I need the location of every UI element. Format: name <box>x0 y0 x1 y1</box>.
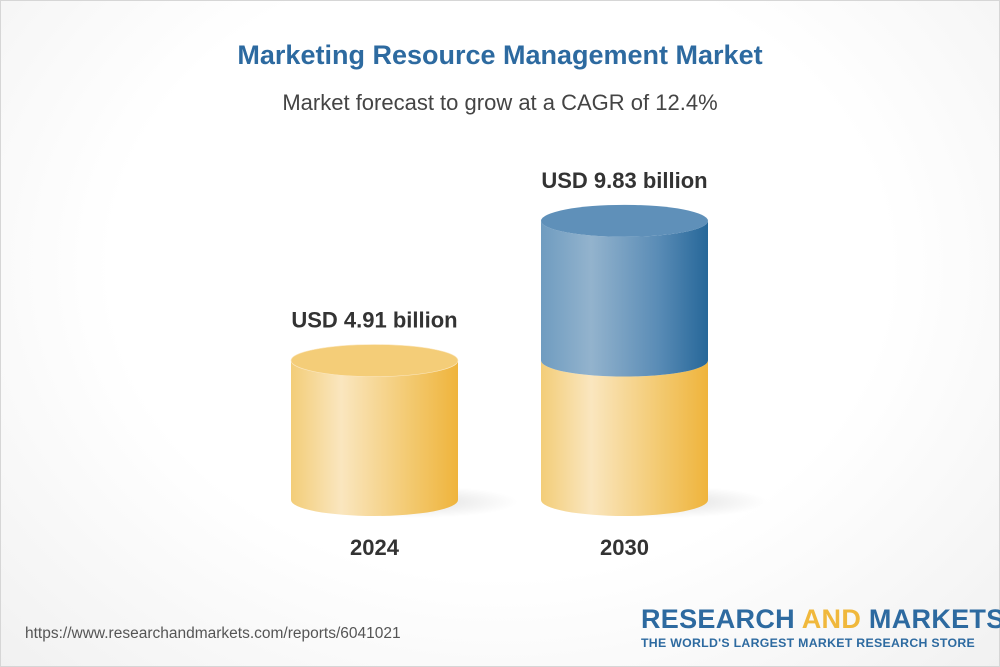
chart-subtitle: Market forecast to grow at a CAGR of 12.… <box>282 90 718 115</box>
chart-title: Marketing Resource Management Market <box>237 40 763 70</box>
cylinder-base-segment-2024 <box>291 360 459 516</box>
category-label: 2030 <box>600 535 649 560</box>
data-label: USD 4.91 billion <box>291 308 457 333</box>
cylinder-top-2030 <box>541 204 708 237</box>
cylinder-top-2024 <box>290 344 459 377</box>
report-url[interactable]: https://www.researchandmarkets.com/repor… <box>25 625 401 642</box>
cylinder-growth-segment-2030 <box>541 220 708 377</box>
cylinder-base-segment-2030 <box>541 360 708 516</box>
category-label: 2024 <box>350 535 400 560</box>
research-and-markets-logo: RESEARCH AND MARKETS THE WORLD'S LARGEST… <box>641 604 1000 650</box>
data-label: USD 9.83 billion <box>541 168 707 193</box>
